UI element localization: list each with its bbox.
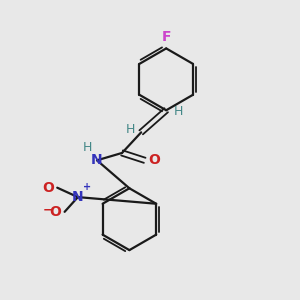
Text: N: N [72,190,84,204]
Text: F: F [161,30,171,44]
Text: N: N [91,153,103,167]
Text: O: O [49,205,61,219]
Text: +: + [83,182,91,192]
Text: O: O [42,181,54,195]
Text: −: − [43,204,53,217]
Text: O: O [148,153,160,167]
Text: H: H [82,141,92,154]
Text: H: H [125,123,135,136]
Text: H: H [174,105,183,118]
